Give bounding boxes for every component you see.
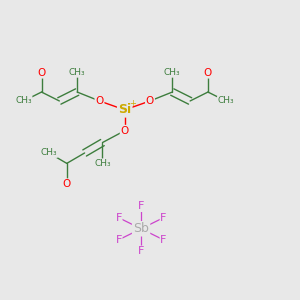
- Text: O: O: [204, 68, 212, 78]
- Text: F: F: [116, 235, 122, 245]
- Text: F: F: [116, 213, 122, 223]
- Text: F: F: [138, 246, 144, 256]
- Text: O: O: [63, 179, 71, 189]
- Text: O: O: [95, 96, 104, 106]
- Text: Sb: Sb: [133, 222, 149, 235]
- Text: CH₃: CH₃: [40, 148, 57, 158]
- Text: Si: Si: [118, 103, 131, 116]
- Text: O: O: [38, 68, 46, 78]
- Text: O: O: [121, 126, 129, 136]
- Text: CH₃: CH₃: [94, 159, 111, 168]
- Text: F: F: [138, 202, 144, 212]
- Text: CH₃: CH₃: [69, 68, 85, 77]
- Text: CH₃: CH₃: [164, 68, 181, 77]
- Text: F: F: [160, 213, 167, 223]
- Text: +: +: [129, 99, 136, 108]
- Text: O: O: [146, 96, 154, 106]
- Text: CH₃: CH₃: [218, 97, 234, 106]
- Text: F: F: [160, 235, 167, 245]
- Text: CH₃: CH₃: [15, 97, 32, 106]
